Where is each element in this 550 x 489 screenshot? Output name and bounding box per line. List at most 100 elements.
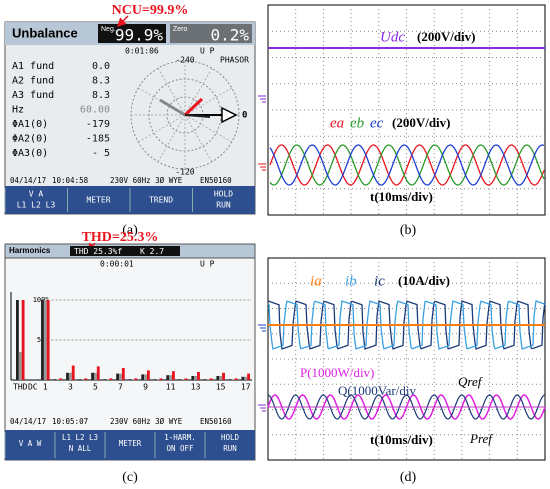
button-label: V A W bbox=[19, 439, 42, 448]
footer-text: 10:04:58 bbox=[52, 176, 89, 185]
bar bbox=[184, 378, 188, 380]
button-label: L1 L2 L3 bbox=[17, 201, 56, 210]
bar bbox=[71, 365, 75, 380]
bar bbox=[234, 378, 238, 380]
caption: (b) bbox=[400, 223, 417, 238]
row-label: A3 fund bbox=[12, 90, 54, 101]
ground-marker bbox=[258, 404, 266, 412]
bar bbox=[91, 372, 94, 380]
label: t(10ms/div) bbox=[370, 189, 433, 204]
zero-box bbox=[170, 24, 252, 43]
polar-spoke bbox=[184, 87, 233, 116]
bar bbox=[172, 371, 175, 380]
bar bbox=[109, 378, 113, 380]
footer-text: EN50160 bbox=[200, 176, 232, 185]
polar-spoke bbox=[184, 67, 213, 116]
polar-spoke bbox=[157, 114, 186, 163]
bar bbox=[181, 379, 185, 380]
x-tick-label: 1 bbox=[43, 383, 48, 392]
timer: 0:01:06 bbox=[125, 47, 159, 56]
caption: (d) bbox=[400, 470, 417, 485]
value: K 2.7 bbox=[140, 247, 164, 256]
phasor-head bbox=[221, 106, 238, 124]
screen-title: Harmonics bbox=[9, 246, 51, 255]
bar bbox=[21, 300, 25, 380]
row-label: Hz bbox=[12, 105, 24, 116]
bar bbox=[56, 379, 60, 380]
button-label: TREND bbox=[149, 196, 173, 205]
button-label: N ALL bbox=[69, 444, 92, 453]
value: THD 25.3%f bbox=[74, 247, 122, 256]
bar bbox=[144, 374, 147, 380]
label: ea bbox=[330, 115, 344, 131]
bar bbox=[222, 372, 225, 380]
ground-marker bbox=[258, 163, 266, 171]
ground-marker bbox=[258, 95, 266, 103]
timer: 0:00:01 bbox=[100, 260, 134, 269]
bar bbox=[247, 373, 250, 380]
bar bbox=[231, 379, 235, 380]
caption: (c) bbox=[122, 470, 138, 485]
bar bbox=[103, 379, 107, 380]
screen-title: Unbalance bbox=[12, 25, 78, 40]
panel-c-buttons bbox=[5, 430, 255, 460]
phasor bbox=[159, 98, 186, 117]
bar bbox=[116, 373, 120, 380]
bar bbox=[219, 376, 223, 380]
status: U P bbox=[200, 260, 215, 269]
bar bbox=[169, 375, 172, 380]
label: Neg. bbox=[101, 26, 116, 33]
footer-text: 04/14/17 bbox=[10, 176, 46, 185]
button-label: RUN bbox=[216, 201, 231, 210]
bar bbox=[134, 378, 138, 380]
bar bbox=[153, 379, 157, 380]
label: (10A/div) bbox=[398, 273, 450, 288]
x-tick-label: 7 bbox=[118, 383, 123, 392]
button-label: METER bbox=[86, 196, 110, 205]
bar bbox=[43, 300, 47, 380]
waveform bbox=[267, 300, 546, 350]
row-value: 8.3 bbox=[92, 90, 110, 101]
bar bbox=[46, 300, 50, 380]
polar-spoke bbox=[157, 67, 186, 116]
label: P(1000W/div) bbox=[300, 365, 374, 380]
button-label: V A bbox=[29, 190, 44, 199]
label: Zero bbox=[173, 26, 188, 33]
phasor bbox=[184, 114, 211, 118]
bar bbox=[81, 379, 85, 380]
bar bbox=[16, 300, 19, 380]
status: U P bbox=[200, 47, 215, 56]
panel-a-screen bbox=[4, 21, 256, 215]
x-tick-label: 11 bbox=[166, 383, 176, 392]
x-tick-label: 13 bbox=[191, 383, 201, 392]
bar bbox=[216, 376, 220, 380]
row-value: 60.00 bbox=[80, 105, 110, 116]
bar bbox=[53, 379, 57, 380]
polar-spoke bbox=[137, 114, 186, 143]
button-label: HOLD bbox=[221, 433, 240, 442]
bar bbox=[203, 379, 207, 380]
waveform bbox=[267, 300, 546, 350]
x-tick-label: DC bbox=[28, 383, 38, 392]
footer-text: EN50160 bbox=[200, 417, 232, 426]
value: 99.9% bbox=[115, 26, 164, 45]
bar bbox=[206, 379, 210, 380]
bar bbox=[141, 374, 145, 380]
x-tick-label: 15 bbox=[216, 383, 226, 392]
bar bbox=[156, 379, 160, 380]
neg-box bbox=[98, 24, 166, 43]
label: ec bbox=[370, 115, 384, 131]
bar bbox=[96, 366, 100, 380]
row-value: -179 bbox=[86, 119, 110, 130]
waveform bbox=[269, 144, 545, 186]
angle-label: -240 bbox=[175, 56, 194, 65]
button-label: L1 L2 L3 bbox=[62, 433, 98, 442]
row-label: A2 fund bbox=[12, 76, 54, 87]
x-tick-label: 17 bbox=[241, 383, 251, 392]
annotation: THD=25.3% bbox=[82, 230, 159, 245]
bar bbox=[68, 372, 72, 380]
angle-label: -120 bbox=[175, 168, 194, 177]
waveform bbox=[267, 394, 546, 420]
bar bbox=[94, 372, 97, 380]
